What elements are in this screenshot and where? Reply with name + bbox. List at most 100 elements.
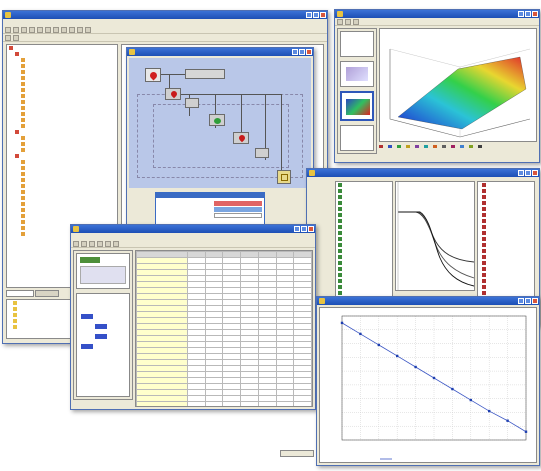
tree-item[interactable]	[7, 165, 117, 171]
minimize-icon[interactable]	[294, 226, 300, 232]
tree-item[interactable]	[7, 225, 117, 231]
graph-list-item[interactable]	[478, 212, 534, 218]
graph-list-item[interactable]	[336, 212, 392, 218]
graph-list-item[interactable]	[478, 272, 534, 278]
tree-item[interactable]	[7, 99, 117, 105]
close-icon[interactable]	[308, 226, 314, 232]
cut-icon[interactable]	[97, 241, 103, 247]
minimize-icon[interactable]	[518, 298, 524, 304]
graph-list-item[interactable]	[336, 260, 392, 266]
tool-icon[interactable]	[5, 35, 11, 41]
process-block[interactable]	[255, 148, 269, 158]
new-icon[interactable]	[5, 27, 11, 33]
paste-icon[interactable]	[113, 241, 119, 247]
graph-list-item[interactable]	[336, 266, 392, 272]
maximize-icon[interactable]	[525, 11, 531, 17]
tree-item[interactable]	[7, 219, 117, 225]
thumbnail[interactable]	[340, 61, 374, 87]
close-icon[interactable]	[532, 11, 538, 17]
main-title-bar[interactable]	[3, 11, 327, 19]
maximize-icon[interactable]	[299, 49, 305, 55]
label-block[interactable]	[185, 69, 225, 79]
library-item[interactable]	[7, 318, 117, 324]
graph-list-item[interactable]	[478, 194, 534, 200]
graph-list-item[interactable]	[336, 278, 392, 284]
thumbnail-selected[interactable]	[340, 91, 374, 121]
source-block[interactable]	[145, 68, 161, 82]
graph-list-item[interactable]	[478, 182, 534, 188]
save-icon[interactable]	[21, 27, 27, 33]
tree-item[interactable]	[7, 153, 117, 159]
graph-list-item[interactable]	[336, 248, 392, 254]
table-cell[interactable]	[257, 401, 277, 406]
maximize-icon[interactable]	[525, 298, 531, 304]
graph-list-item[interactable]	[336, 206, 392, 212]
run-icon[interactable]	[61, 27, 67, 33]
graph-list-item[interactable]	[478, 242, 534, 248]
graph-list-item[interactable]	[336, 254, 392, 260]
stop-icon[interactable]	[69, 27, 75, 33]
table-cell[interactable]	[204, 401, 224, 406]
zoom-icon[interactable]	[77, 27, 83, 33]
maximize-icon[interactable]	[525, 170, 531, 176]
tree-item[interactable]	[7, 81, 117, 87]
graph-list-item[interactable]	[336, 224, 392, 230]
close-icon[interactable]	[532, 298, 538, 304]
table-cell[interactable]	[187, 401, 206, 406]
line-plot-title-bar[interactable]	[317, 297, 539, 305]
graph-list-item[interactable]	[478, 266, 534, 272]
library-item[interactable]	[7, 324, 117, 330]
tree-item[interactable]	[7, 135, 117, 141]
tab-library[interactable]	[35, 290, 59, 297]
close-icon[interactable]	[306, 49, 312, 55]
maximize-icon[interactable]	[313, 12, 319, 18]
graph-list-item[interactable]	[478, 260, 534, 266]
data-bottom-button[interactable]	[88, 399, 118, 400]
graph-list-item[interactable]	[478, 206, 534, 212]
tab-model[interactable]	[6, 290, 34, 297]
graph-list-item[interactable]	[478, 278, 534, 284]
tree-item[interactable]	[7, 105, 117, 111]
graph-list-item[interactable]	[478, 290, 534, 296]
tree-item[interactable]	[7, 171, 117, 177]
graph-list-item[interactable]	[336, 188, 392, 194]
graph-list-item[interactable]	[478, 224, 534, 230]
graph-list-item[interactable]	[478, 200, 534, 206]
plot3d-title-bar[interactable]	[335, 10, 539, 18]
diagram-title-bar[interactable]	[127, 48, 313, 56]
tree-item[interactable]	[7, 231, 117, 237]
tree-item[interactable]	[7, 207, 117, 213]
table-cell[interactable]	[293, 401, 312, 406]
tool-icon[interactable]	[13, 35, 19, 41]
minimize-icon[interactable]	[292, 49, 298, 55]
graph-list-item[interactable]	[478, 230, 534, 236]
tree-item[interactable]	[7, 201, 117, 207]
maximize-icon[interactable]	[301, 226, 307, 232]
tree-item[interactable]	[7, 189, 117, 195]
undo-icon[interactable]	[53, 27, 59, 33]
copy-icon[interactable]	[37, 27, 43, 33]
tree-item[interactable]	[7, 51, 117, 57]
minimize-icon[interactable]	[518, 11, 524, 17]
process-block[interactable]	[185, 98, 199, 108]
save-icon[interactable]	[89, 241, 95, 247]
process-block[interactable]	[233, 132, 249, 144]
graph-title-bar[interactable]	[307, 169, 539, 177]
line-plot-bottom-button[interactable]	[280, 450, 314, 457]
graph-list-item[interactable]	[478, 236, 534, 242]
tree-item[interactable]	[7, 129, 117, 135]
paste-icon[interactable]	[45, 27, 51, 33]
graph-list-item[interactable]	[478, 284, 534, 290]
graph-list-item[interactable]	[478, 254, 534, 260]
table-cell[interactable]	[275, 401, 295, 406]
tree-item[interactable]	[7, 63, 117, 69]
tree-item[interactable]	[7, 213, 117, 219]
rotate-icon[interactable]	[337, 19, 343, 25]
tree-item[interactable]	[7, 87, 117, 93]
tree-item[interactable]	[7, 123, 117, 129]
minimize-icon[interactable]	[306, 12, 312, 18]
graph-list-item[interactable]	[336, 242, 392, 248]
help-icon[interactable]	[85, 27, 91, 33]
process-block[interactable]	[209, 114, 225, 126]
open-icon[interactable]	[13, 27, 19, 33]
